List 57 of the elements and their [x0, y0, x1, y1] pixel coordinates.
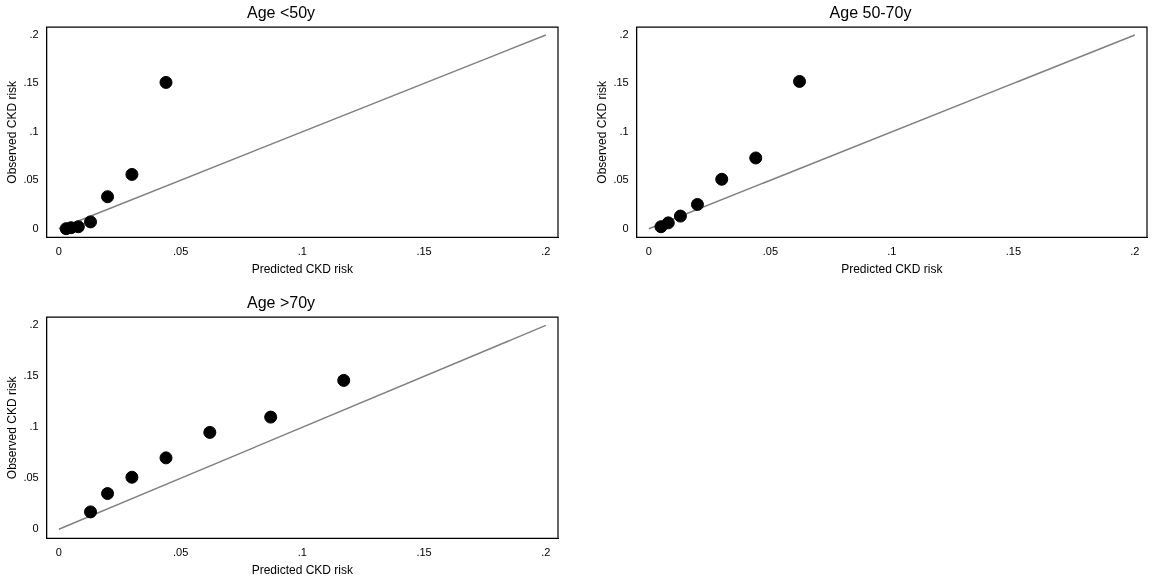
x-tick-label: .05	[172, 245, 189, 258]
point	[203, 425, 217, 439]
x-tick-label: .1	[297, 546, 307, 559]
y-tick-label: 0	[622, 221, 629, 234]
point	[101, 190, 115, 204]
x-tick-label: .05	[172, 546, 189, 559]
y-tick-label: .2	[29, 318, 39, 331]
x-axis-title: Predicted CKD risk	[251, 563, 355, 578]
x-tick-label: .15	[416, 546, 432, 559]
x-tick-label: 0	[645, 245, 652, 258]
point	[125, 167, 139, 181]
point	[715, 172, 729, 186]
point	[84, 215, 98, 229]
point	[159, 451, 173, 465]
chart-title: Age >70y	[246, 294, 316, 312]
y-tick-label: 0	[32, 221, 39, 234]
chart-title: Age 50-70y	[829, 4, 912, 22]
point	[793, 74, 806, 88]
x-axis-title: Predicted CKD risk	[841, 262, 944, 277]
y-tick-label: .15	[613, 76, 629, 89]
x-tick-label: .15	[416, 245, 432, 258]
point	[264, 410, 278, 424]
x-tick-label: .2	[1130, 245, 1140, 258]
y-tick-label: .05	[23, 173, 39, 186]
y-axis-title: Observed CKD risk	[4, 79, 19, 184]
y-tick-label: .1	[29, 124, 39, 137]
y-tick-label: .05	[23, 471, 39, 484]
chart-title: Age <50y	[246, 4, 316, 22]
x-tick-label: .15	[1005, 245, 1021, 258]
x-tick-label: .1	[297, 245, 307, 258]
point	[84, 505, 98, 519]
y-tick-label: .2	[619, 27, 629, 40]
x-axis-title: Predicted CKD risk	[251, 262, 355, 277]
y-tick-label: 0	[32, 522, 39, 535]
y-tick-label: .05	[613, 173, 629, 186]
point	[661, 216, 675, 230]
point	[159, 75, 173, 89]
x-tick-label: .05	[762, 245, 778, 258]
y-tick-label: .1	[619, 124, 629, 137]
x-tick-label: .2	[541, 245, 551, 258]
point	[690, 197, 704, 211]
point	[71, 220, 85, 234]
y-axis-title: Observed CKD risk	[594, 79, 609, 184]
y-axis-title: Observed CKD risk	[4, 375, 19, 480]
x-tick-label: .2	[541, 546, 551, 559]
y-tick-label: .1	[29, 420, 39, 433]
point	[101, 487, 115, 501]
point	[125, 470, 139, 484]
y-tick-label: .2	[29, 27, 39, 40]
x-tick-label: 0	[55, 245, 62, 258]
x-tick-label: .1	[887, 245, 897, 258]
y-tick-label: .15	[23, 76, 39, 89]
x-tick-label: 0	[55, 546, 62, 559]
point	[673, 209, 687, 223]
point	[749, 151, 763, 165]
point	[337, 373, 351, 387]
y-tick-label: .15	[23, 369, 39, 382]
